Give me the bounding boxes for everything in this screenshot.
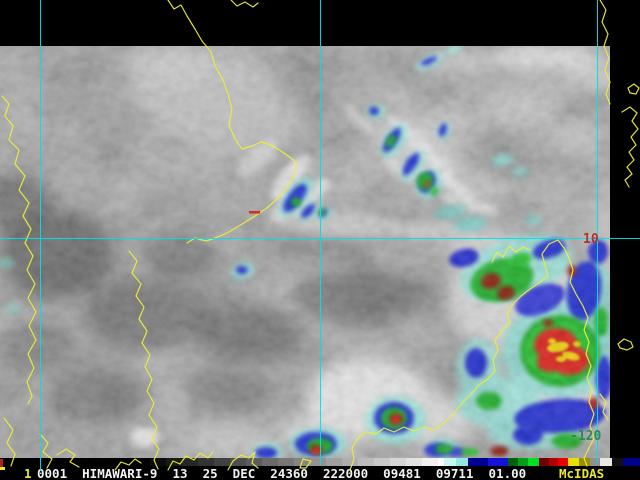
enhancement-color-scale bbox=[0, 458, 640, 466]
color-scale-segment bbox=[214, 458, 230, 466]
frame-number: 1 bbox=[24, 466, 32, 480]
coastline-overlay bbox=[1, 0, 640, 471]
coastline-island-loop bbox=[299, 458, 312, 469]
image-info-text: 0001 HIMAWARI-9 13 25 DEC 24360 222000 0… bbox=[37, 466, 527, 480]
color-scale-segment bbox=[374, 458, 390, 466]
color-scale-segment bbox=[326, 458, 342, 466]
color-scale-segment bbox=[198, 458, 214, 466]
coastline-riau-islands bbox=[114, 458, 142, 471]
color-scale-segment bbox=[358, 458, 374, 466]
color-scale-segment bbox=[456, 458, 468, 466]
coastline-palawan bbox=[599, 0, 611, 105]
color-scale-segment bbox=[246, 458, 262, 466]
coastline-sumatra-bits bbox=[39, 433, 53, 469]
color-scale-segment bbox=[182, 458, 198, 466]
color-scale-segment bbox=[600, 458, 612, 466]
coastline-island-east bbox=[617, 338, 634, 351]
color-scale-segment bbox=[390, 458, 406, 466]
edge-mark-yellow bbox=[0, 467, 5, 470]
coastline-riau-islands bbox=[167, 451, 214, 471]
grid-label-latitude: 10 bbox=[583, 232, 599, 247]
color-scale-segment bbox=[422, 458, 438, 466]
color-scale-segment bbox=[579, 458, 590, 466]
color-scale-segment bbox=[342, 458, 358, 466]
color-scale-segment bbox=[444, 458, 456, 466]
color-scale-segment bbox=[262, 458, 278, 466]
coastline-brunei-bay bbox=[491, 245, 531, 263]
color-scale-segment bbox=[508, 458, 518, 466]
cursor-marker bbox=[249, 211, 260, 214]
color-scale-segment bbox=[150, 458, 166, 466]
color-scale-segment bbox=[612, 458, 623, 466]
color-scale-segment bbox=[549, 458, 558, 466]
color-scale-segment bbox=[488, 458, 508, 466]
coastline-island-small bbox=[627, 83, 640, 95]
color-scale-segment bbox=[528, 458, 539, 466]
color-scale-segment bbox=[568, 458, 579, 466]
coastline-sumatra-bits bbox=[3, 417, 16, 467]
coastline-cambodia-bits bbox=[230, 0, 259, 8]
coastline-sumatra-bits bbox=[56, 448, 80, 468]
color-scale-segment bbox=[438, 458, 444, 466]
color-scale-segment bbox=[230, 458, 246, 466]
coastline-riau-islands bbox=[227, 451, 259, 471]
no-data-mask-right bbox=[610, 0, 640, 458]
coastline-malay-east bbox=[128, 250, 160, 470]
color-scale-segment bbox=[406, 458, 422, 466]
color-scale-segment bbox=[310, 458, 326, 466]
satellite-cloud-imagery bbox=[0, 46, 610, 458]
grid-label-longitude: -120 bbox=[570, 429, 601, 444]
coastline-east-borneo-bits bbox=[599, 393, 609, 421]
coastline-borneo bbox=[349, 239, 595, 471]
color-scale-segment bbox=[518, 458, 528, 466]
color-scale-segment bbox=[539, 458, 549, 466]
color-scale-segment bbox=[590, 458, 600, 466]
coastline-thai-peninsula-west bbox=[1, 95, 37, 405]
color-scale-segment bbox=[468, 458, 488, 466]
mcidas-logo: McIDAS bbox=[559, 466, 605, 480]
coastline-indochina bbox=[167, 0, 298, 244]
coastline-sulu-chain bbox=[621, 106, 639, 188]
color-scale-segment bbox=[0, 458, 150, 466]
color-scale-segment bbox=[623, 458, 640, 466]
edge-mark-red bbox=[0, 459, 3, 467]
status-bar: 1 0001 HIMAWARI-9 13 25 DEC 24360 222000… bbox=[0, 466, 640, 480]
color-scale-segment bbox=[278, 458, 294, 466]
color-scale-segment bbox=[558, 458, 568, 466]
